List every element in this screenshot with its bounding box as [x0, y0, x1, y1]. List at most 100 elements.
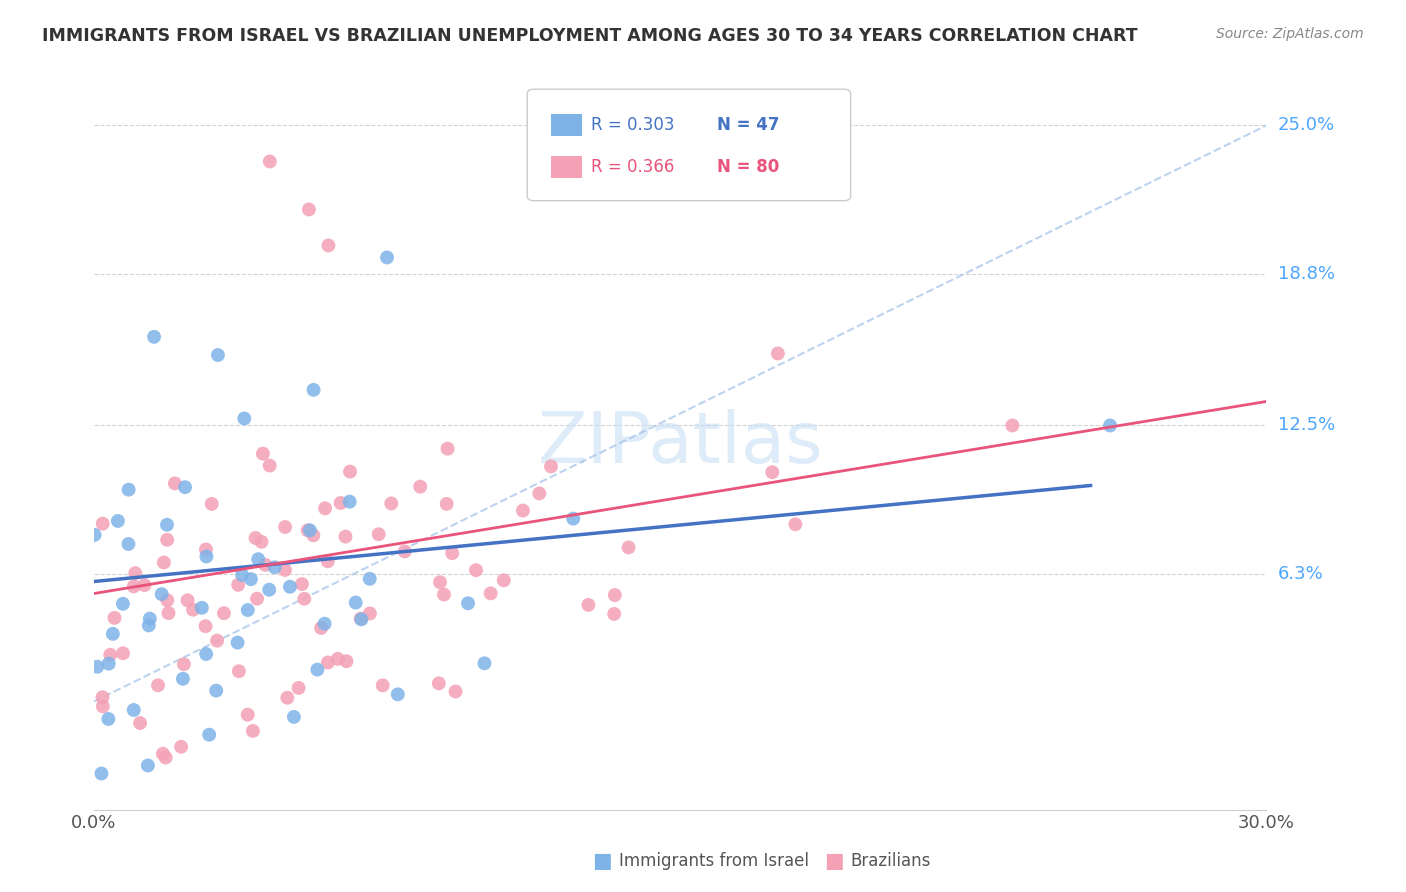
Point	[155, 750, 177, 764]
Point	[287, 681, 309, 695]
Point	[350, 612, 373, 626]
Point	[152, 747, 174, 761]
Text: Immigrants from Israel: Immigrants from Israel	[619, 852, 808, 870]
Point	[233, 411, 256, 425]
Point	[359, 572, 381, 586]
Point	[174, 480, 197, 494]
Point	[90, 766, 112, 780]
Text: R = 0.303: R = 0.303	[591, 116, 673, 134]
Point	[176, 593, 198, 607]
Point	[250, 534, 273, 549]
Point	[201, 497, 224, 511]
Point	[263, 560, 285, 574]
Point	[444, 684, 467, 698]
Point	[436, 442, 458, 456]
Point	[101, 627, 124, 641]
Point	[326, 652, 349, 666]
Point	[181, 603, 204, 617]
Point	[761, 465, 783, 479]
Point	[394, 544, 416, 558]
Point	[139, 612, 162, 626]
Text: R = 0.366: R = 0.366	[591, 158, 673, 176]
Point	[163, 476, 186, 491]
Point	[276, 690, 298, 705]
Point	[309, 621, 332, 635]
Point	[339, 465, 361, 479]
Point	[143, 330, 166, 344]
Point	[359, 607, 381, 621]
Point	[1099, 418, 1122, 433]
Point	[136, 758, 159, 772]
Point	[298, 524, 321, 538]
Point	[259, 458, 281, 473]
Point	[766, 346, 789, 360]
Point	[172, 672, 194, 686]
Point	[387, 687, 409, 701]
Point	[107, 514, 129, 528]
Point	[492, 574, 515, 588]
Point	[314, 501, 336, 516]
Point	[91, 516, 114, 531]
Point	[316, 656, 339, 670]
Text: ZIPatlas: ZIPatlas	[537, 409, 823, 478]
Point	[156, 517, 179, 532]
Point	[212, 606, 235, 620]
Point	[134, 578, 156, 592]
Point	[111, 597, 134, 611]
Text: 12.5%: 12.5%	[1278, 417, 1334, 434]
Point	[156, 533, 179, 547]
Point	[91, 690, 114, 705]
Point	[191, 600, 214, 615]
Point	[371, 678, 394, 692]
Point	[307, 663, 329, 677]
Point	[562, 511, 585, 525]
Point	[236, 707, 259, 722]
Point	[198, 728, 221, 742]
Point	[375, 251, 398, 265]
Point	[146, 678, 169, 692]
Point	[329, 496, 352, 510]
Text: N = 80: N = 80	[717, 158, 779, 176]
Point	[226, 635, 249, 649]
Point	[474, 657, 496, 671]
Point	[427, 676, 450, 690]
Point	[254, 558, 277, 572]
Point	[170, 739, 193, 754]
Point	[157, 606, 180, 620]
Point	[86, 659, 108, 673]
Point	[103, 611, 125, 625]
Point	[246, 591, 269, 606]
Text: 6.3%: 6.3%	[1278, 566, 1323, 583]
Point	[409, 480, 432, 494]
Point	[98, 648, 121, 662]
Point	[205, 633, 228, 648]
Point	[436, 497, 458, 511]
Point	[117, 537, 139, 551]
Point	[124, 566, 146, 581]
Point	[247, 552, 270, 566]
Point	[252, 447, 274, 461]
Point	[122, 579, 145, 593]
Point	[226, 578, 249, 592]
Point	[603, 607, 626, 621]
Point	[302, 528, 325, 542]
Point	[617, 541, 640, 555]
Point	[97, 657, 120, 671]
Point	[239, 572, 262, 586]
Point	[207, 348, 229, 362]
Point	[195, 647, 218, 661]
Text: IMMIGRANTS FROM ISRAEL VS BRAZILIAN UNEMPLOYMENT AMONG AGES 30 TO 34 YEARS CORRE: IMMIGRANTS FROM ISRAEL VS BRAZILIAN UNEM…	[42, 27, 1137, 45]
Point	[245, 531, 267, 545]
Point	[150, 587, 173, 601]
Point	[512, 503, 534, 517]
Point	[367, 527, 389, 541]
Point	[274, 563, 297, 577]
Point	[117, 483, 139, 497]
Point	[429, 575, 451, 590]
Point	[278, 580, 301, 594]
Point	[129, 716, 152, 731]
Point	[242, 723, 264, 738]
Point	[1001, 418, 1024, 433]
Point	[173, 657, 195, 672]
Point	[380, 496, 402, 510]
